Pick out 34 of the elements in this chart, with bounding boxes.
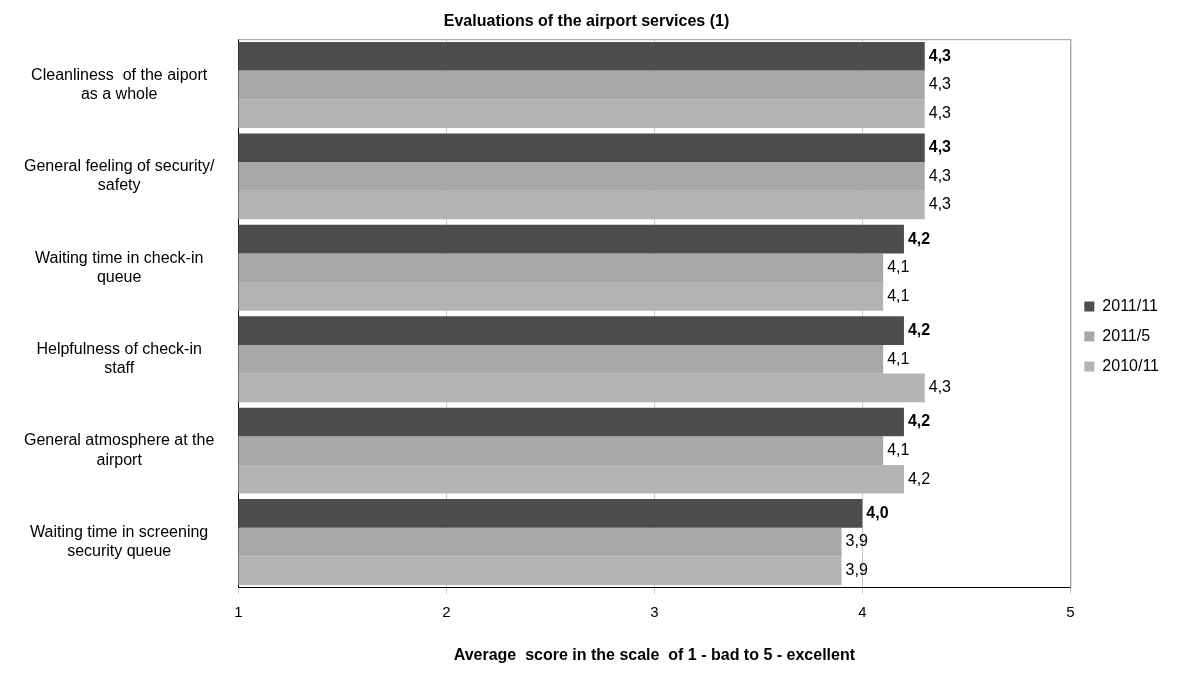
data-label: 4,2: [907, 229, 931, 247]
x-tick-label: 5: [1066, 602, 1075, 620]
data-label: 4,2: [907, 412, 931, 430]
x-tick-label: 4: [858, 602, 867, 620]
data-label: 4,1: [887, 258, 910, 276]
legend-label: 2011/5: [1102, 326, 1151, 344]
data-label: 4,3: [928, 166, 952, 184]
data-label: 3,9: [845, 532, 868, 550]
data-label: 4,1: [887, 286, 910, 304]
x-tick-label: 2: [442, 602, 451, 620]
x-axis-title: Average score in the scale of 1 - bad to 5 - excellent: [453, 645, 856, 663]
data-label: 4,3: [928, 378, 952, 396]
data-label: 3,9: [845, 561, 868, 579]
data-label: 4,2: [907, 320, 931, 338]
y-tick-label: Waiting time in check-in queue: [34, 248, 204, 285]
y-tick-label: Waiting time in screening security queue: [30, 522, 209, 560]
data-label: 4,2: [907, 469, 931, 487]
data-label: 4,3: [928, 103, 952, 121]
y-tick-label: Helpfulness of check-in staff: [36, 340, 202, 377]
x-tick-label: 1: [234, 602, 243, 620]
data-label: 4,1: [887, 441, 910, 459]
y-tick-label: General feeling of security/ safety: [24, 157, 215, 194]
data-label: 4,1: [887, 349, 910, 367]
x-tick-label: 3: [650, 602, 659, 620]
y-tick-label: Cleanliness of the aiport as a whole: [31, 65, 208, 102]
data-label: 4,3: [928, 75, 952, 93]
data-label: 4,0: [866, 503, 889, 521]
data-label: 4,3: [928, 195, 952, 213]
data-label: 4,3: [928, 138, 952, 156]
chart-title: Evaluations of the airport services (1): [443, 12, 730, 30]
data-label: 4,3: [928, 46, 952, 64]
legend-label: 2010/11: [1102, 356, 1160, 374]
y-tick-label: General atmosphere at the airport: [24, 431, 215, 468]
legend-label: 2011/11: [1102, 296, 1158, 314]
